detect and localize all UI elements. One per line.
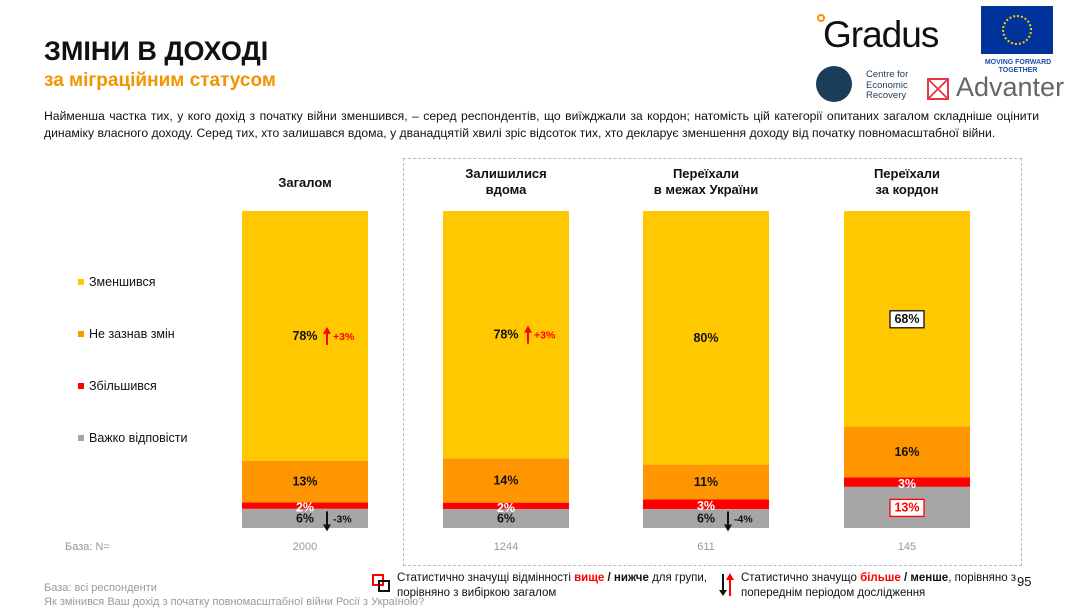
data-label: 14% xyxy=(493,473,518,487)
legend-item: Збільшився xyxy=(78,379,157,393)
change-label: -4% xyxy=(734,513,753,525)
arrow-up-icon xyxy=(524,325,532,333)
base-n: 145 xyxy=(897,541,917,553)
gradus-logo: Gradus xyxy=(817,14,939,56)
bar-segment xyxy=(242,211,368,461)
bar-segment xyxy=(242,508,368,528)
bar-segment xyxy=(844,477,970,487)
col-head-stayed: Залишилися вдома xyxy=(465,166,547,197)
significance-box xyxy=(889,310,925,329)
bar-segment xyxy=(242,502,368,509)
legend-item: Не зазнав змін xyxy=(78,327,175,341)
page-title: ЗМІНИ В ДОХОДІ xyxy=(44,36,269,66)
data-label: 6% xyxy=(296,511,314,525)
significance-note: Статистично значущі відмінності вище / н… xyxy=(397,572,707,599)
bar-segment xyxy=(443,502,569,509)
base-n: 1244 xyxy=(493,541,519,553)
eu-flag xyxy=(981,6,1053,54)
page-number: 95 xyxy=(1017,574,1032,589)
legend-swatch xyxy=(78,435,84,441)
data-label: 78% xyxy=(292,329,317,343)
legend-swatch xyxy=(78,279,84,285)
data-label: 68% xyxy=(894,312,919,326)
cer-logo-icon xyxy=(816,66,852,102)
change-note: Статистично значущо більше / менше, порі… xyxy=(741,572,1017,599)
data-label: 13% xyxy=(894,500,919,514)
col-head-moved-ukraine: Переїхали в межах України xyxy=(653,166,759,197)
data-label: 2% xyxy=(497,501,515,515)
legend-item: Зменшився xyxy=(78,275,156,289)
bar-segment xyxy=(844,426,970,478)
arrow-up-icon xyxy=(323,326,331,334)
page-subtitle: за міграційним статусом xyxy=(44,70,276,91)
base-n: 611 xyxy=(697,541,715,553)
significance-box xyxy=(889,498,925,518)
legend-swatch xyxy=(78,331,84,337)
advanter-logo-icon xyxy=(927,78,949,100)
group-divider-box xyxy=(403,158,1022,566)
bar-segment xyxy=(643,211,769,465)
significance-box-icon xyxy=(372,574,392,594)
data-label: 6% xyxy=(497,511,515,525)
base-label: База: N= xyxy=(65,541,110,553)
legend-swatch xyxy=(78,383,84,389)
data-label: 80% xyxy=(693,331,718,345)
change-arrows-icon xyxy=(719,573,734,596)
arrow-down-icon xyxy=(724,524,732,532)
bar-segment xyxy=(443,458,569,503)
legend-item: Важко відповісти xyxy=(78,431,188,445)
change-label: +3% xyxy=(534,330,556,342)
data-label: 78% xyxy=(493,328,518,342)
change-label: -3% xyxy=(333,513,352,525)
data-label: 11% xyxy=(694,475,718,489)
col-head-moved-abroad: Переїхали за кордон xyxy=(873,166,941,197)
bar-segment xyxy=(643,508,769,528)
footer-question: Як змінився Ваш дохід з початку повномас… xyxy=(44,596,425,608)
footer-base: База: всі респонденти xyxy=(44,582,157,594)
data-label: 16% xyxy=(894,445,919,459)
arrow-down-icon xyxy=(323,524,331,532)
data-label: 6% xyxy=(697,511,715,525)
bar-segment xyxy=(643,464,769,500)
col-head-total: Загалом xyxy=(278,175,332,190)
description: Найменша частка тих, у кого дохід з поча… xyxy=(44,109,1039,140)
eu-slogan: MOVING FORWARD TOGETHER xyxy=(984,59,1052,74)
change-label: +3% xyxy=(333,331,355,343)
bar-segment xyxy=(643,499,769,509)
bar-segment xyxy=(443,508,569,528)
data-label: 2% xyxy=(296,501,314,515)
data-label: 3% xyxy=(697,499,715,513)
bar-segment xyxy=(443,211,569,459)
base-n: 2000 xyxy=(292,541,318,553)
bar-segment xyxy=(242,460,368,503)
cer-logo-text: Centre for Economic Recovery xyxy=(866,69,909,101)
data-label: 13% xyxy=(292,475,317,489)
advanter-logo: Advanter xyxy=(956,72,1065,102)
data-label: 3% xyxy=(898,477,916,491)
